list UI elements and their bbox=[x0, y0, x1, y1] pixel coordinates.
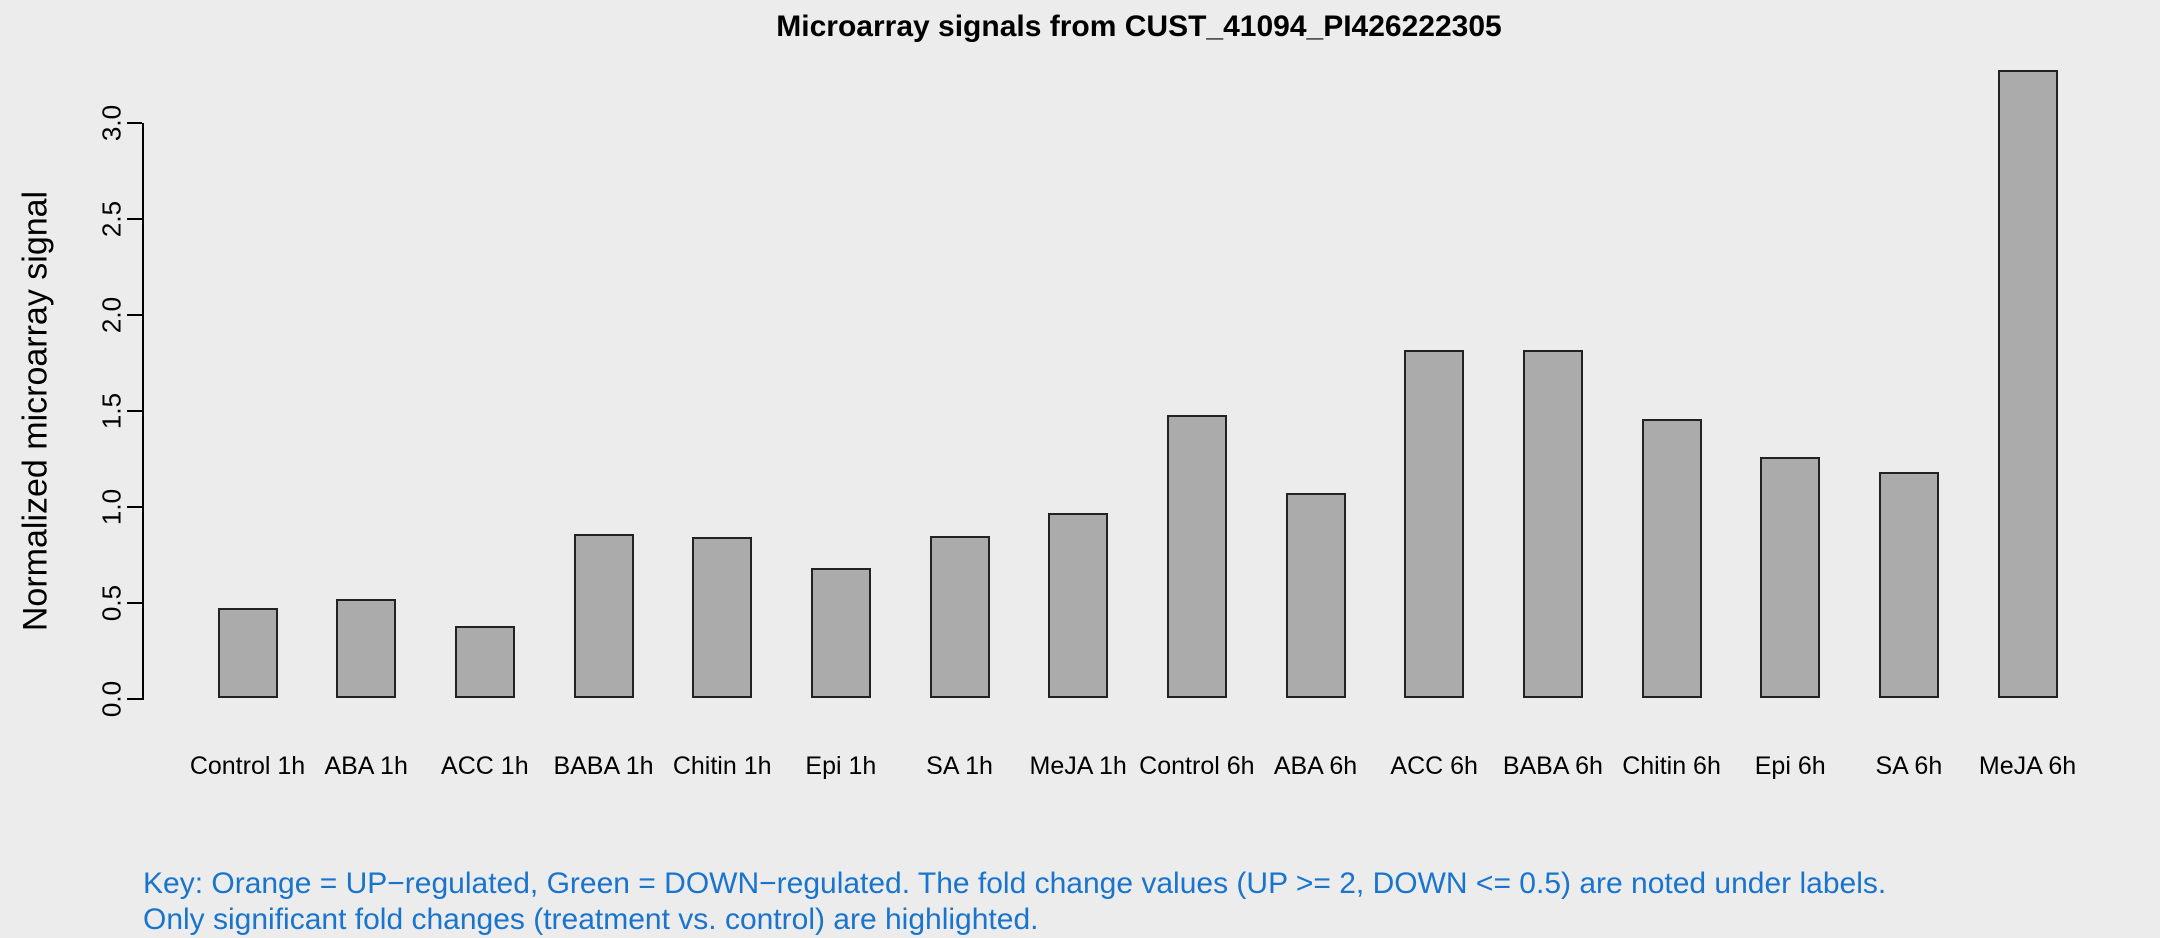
y-tick-mark bbox=[127, 601, 142, 604]
bar-meja-1h bbox=[1048, 512, 1109, 699]
bar-control-6h bbox=[1166, 414, 1227, 699]
y-tick-label: 0.0 bbox=[96, 680, 127, 717]
x-axis-label: Control 1h bbox=[189, 752, 306, 780]
y-tick-mark bbox=[127, 122, 142, 125]
bar-meja-6h bbox=[1997, 69, 2058, 699]
y-tick-mark bbox=[127, 505, 142, 508]
bar-chitin-6h bbox=[1641, 418, 1702, 699]
x-axis-label: Chitin 6h bbox=[1622, 752, 1721, 780]
key-note-line2: Only significant fold changes (treatment… bbox=[143, 903, 1039, 936]
y-tick-label: 0.5 bbox=[96, 584, 127, 621]
x-axis-label: Chitin 1h bbox=[672, 752, 772, 780]
y-tick-label: 3.0 bbox=[96, 105, 127, 142]
bar-epi-1h bbox=[810, 568, 871, 699]
y-tick-label: 2.5 bbox=[96, 201, 127, 238]
x-axis-label: Control 6h bbox=[1139, 752, 1255, 780]
key-note-line1: Key: Orange = UP−regulated, Green = DOWN… bbox=[143, 867, 1887, 900]
bar-baba-1h bbox=[573, 533, 634, 699]
y-axis-line bbox=[142, 123, 144, 701]
bar-control-1h bbox=[217, 608, 278, 699]
x-axis-label: Epi 6h bbox=[1754, 752, 1826, 780]
y-tick-label: 1.0 bbox=[96, 488, 127, 525]
x-axis-label: ACC 1h bbox=[441, 752, 529, 780]
y-tick-mark bbox=[127, 697, 142, 700]
x-axis-label: BABA 6h bbox=[1502, 752, 1603, 780]
y-axis-label: Normalized microarray signal bbox=[16, 190, 55, 632]
bar-baba-6h bbox=[1522, 349, 1583, 699]
key-note: Key: Orange = UP−regulated, Green = DOWN… bbox=[143, 866, 1886, 938]
y-tick-mark bbox=[127, 218, 142, 221]
y-tick-mark bbox=[127, 409, 142, 412]
bar-aba-6h bbox=[1285, 493, 1346, 699]
y-tick-label: 1.5 bbox=[96, 392, 127, 430]
x-axis-label: ABA 1h bbox=[324, 752, 408, 780]
bar-acc-6h bbox=[1404, 349, 1465, 699]
bar-sa-1h bbox=[929, 535, 990, 699]
x-axis-label: MeJA 1h bbox=[1029, 752, 1127, 780]
bar-chitin-1h bbox=[692, 537, 753, 699]
x-axis-label: SA 6h bbox=[1875, 752, 1943, 780]
bar-epi-6h bbox=[1760, 456, 1821, 699]
x-axis-label: Epi 1h bbox=[805, 752, 877, 780]
chart-title: Microarray signals from CUST_41094_PI426… bbox=[776, 10, 1502, 43]
y-tick-mark bbox=[127, 314, 142, 317]
bar-aba-1h bbox=[336, 598, 397, 699]
x-axis-label: ACC 6h bbox=[1390, 752, 1478, 780]
bar-sa-6h bbox=[1878, 472, 1939, 699]
x-axis-label: BABA 1h bbox=[553, 752, 654, 780]
x-axis-label: SA 1h bbox=[926, 752, 993, 780]
x-axis-label: ABA 6h bbox=[1273, 752, 1358, 780]
x-axis-label: MeJA 6h bbox=[1978, 752, 2077, 780]
bar-acc-1h bbox=[454, 625, 515, 699]
y-tick-label: 2.0 bbox=[96, 297, 127, 334]
